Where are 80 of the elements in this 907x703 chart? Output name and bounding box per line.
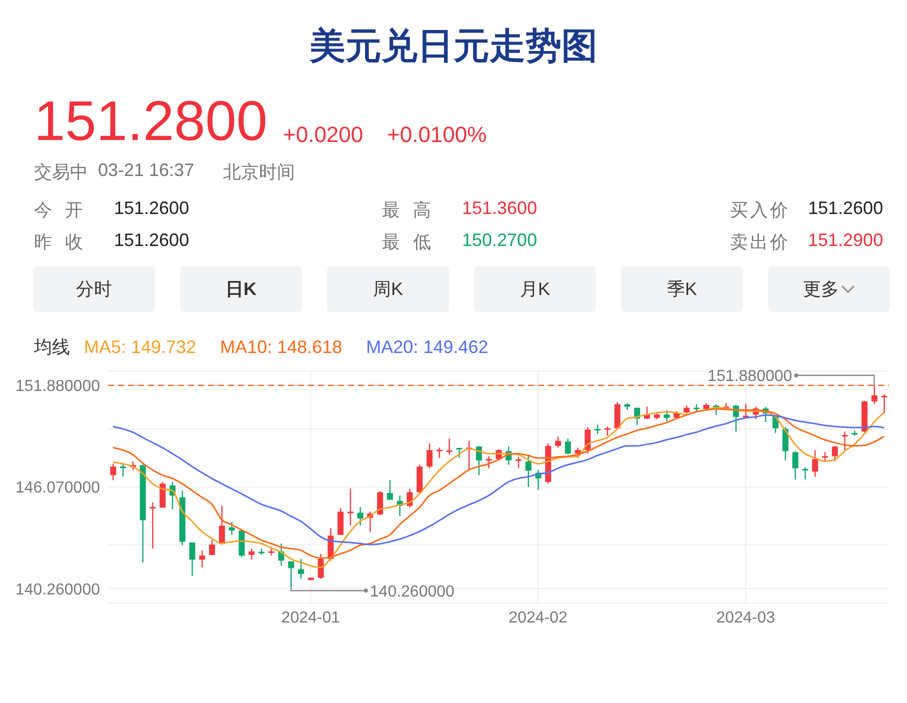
candlestick	[446, 438, 452, 456]
candlestick	[664, 409, 670, 422]
candlestick	[516, 456, 522, 469]
candlestick	[288, 560, 294, 590]
text: 美元兑日元走势图	[308, 24, 598, 68]
text: 月K	[520, 278, 550, 301]
candlestick	[347, 488, 354, 526]
candlestick	[812, 449, 818, 478]
candlestick	[298, 558, 304, 580]
candlestick	[199, 550, 206, 568]
candlestick	[209, 539, 216, 556]
candlestick	[822, 452, 828, 462]
candlestick	[426, 442, 433, 469]
text: +0.0100%	[387, 122, 487, 148]
candlestick	[357, 506, 364, 526]
candlestick	[476, 445, 482, 476]
candlestick	[150, 502, 156, 550]
candlestick	[614, 402, 620, 430]
candlestick	[525, 454, 532, 488]
text: 151.3600	[462, 198, 538, 219]
candlestick	[110, 463, 116, 481]
candlestick	[782, 426, 788, 462]
text: +0.0200	[283, 122, 364, 148]
text: 北京时间	[223, 161, 295, 184]
text: 交易中	[34, 161, 88, 184]
text: 最 高	[382, 199, 436, 222]
candlestick	[189, 542, 196, 577]
candlestick	[338, 508, 344, 536]
candlestick	[584, 426, 591, 454]
text: 151.2600	[114, 198, 190, 219]
x-tick-label: 2024-02	[508, 609, 568, 626]
candlestick	[486, 456, 492, 469]
text: 买入价	[730, 199, 790, 222]
text: 卖出价	[730, 231, 790, 254]
text: 今 开	[34, 199, 88, 222]
candlestick	[406, 488, 413, 508]
candlestick	[228, 521, 235, 536]
annotation: 140.260000	[370, 583, 455, 600]
candlestick	[218, 505, 225, 546]
text: 151.2600	[808, 198, 884, 219]
candlestick	[881, 394, 888, 414]
text: 季K	[666, 278, 697, 301]
text: MA20: 149.462	[366, 336, 488, 358]
candlestick	[604, 426, 610, 436]
x-tick-label: 2024-01	[281, 609, 340, 626]
candlestick	[555, 436, 562, 448]
y-tick-label: 140.260000	[15, 581, 100, 598]
candlestick	[318, 553, 324, 580]
text: 151.2600	[114, 230, 190, 251]
candlestick	[456, 447, 462, 459]
candlestick	[386, 480, 393, 500]
text: 日K	[226, 278, 256, 301]
y-tick-label: 146.070000	[15, 480, 100, 497]
text: 最 低	[382, 231, 436, 254]
candlestick	[248, 548, 255, 560]
text: 周K	[372, 278, 403, 301]
candlestick	[802, 466, 808, 480]
text: 更多	[803, 278, 839, 301]
text: 151.2800	[34, 88, 268, 153]
candlestick	[436, 447, 442, 459]
text: 151.2900	[808, 230, 884, 251]
candlestick	[871, 384, 878, 405]
candlestick	[842, 430, 848, 452]
y-tick-label: 151.880000	[15, 378, 100, 396]
candlestick	[120, 462, 126, 478]
text: 150.2700	[462, 230, 538, 251]
text: 分时	[76, 278, 112, 301]
text: MA5: 149.732	[84, 336, 196, 358]
candlestick	[574, 447, 581, 459]
text: 昨 收	[34, 231, 88, 254]
text: MA10: 148.618	[220, 336, 342, 358]
candlestick	[377, 490, 384, 516]
x-tick-label: 2024-03	[716, 609, 776, 626]
candlestick	[792, 450, 798, 480]
candlestick	[564, 438, 571, 456]
candlestick	[832, 445, 838, 462]
text: 03-21 16:37	[98, 160, 194, 181]
candlestick	[594, 424, 601, 435]
legend-title: 均线	[34, 336, 70, 359]
annotation: 151.880000	[708, 368, 792, 385]
